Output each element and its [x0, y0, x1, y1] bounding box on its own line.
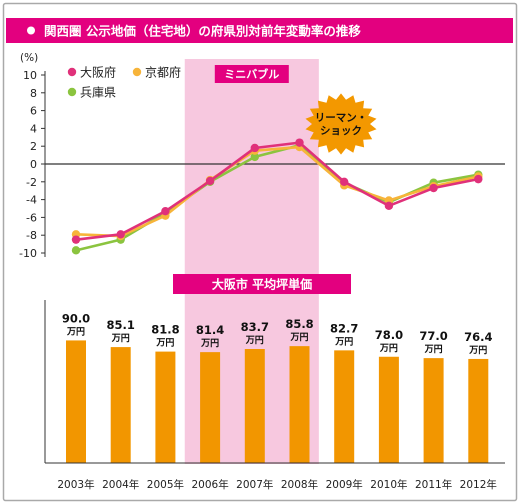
- bar-unit-label: 万円: [468, 345, 487, 356]
- x-tick-label: 2011年: [415, 478, 452, 491]
- bar-chart-title: 大阪市 平均坪単価: [212, 277, 312, 292]
- legend-marker: [132, 67, 142, 77]
- y-tick-label: -2: [26, 176, 37, 189]
- chart-title: 関西圏 公示地価（住宅地）の府県別対前年変動率の推移: [44, 24, 361, 39]
- bar: [110, 347, 131, 463]
- bar-unit-label: 万円: [155, 338, 174, 349]
- bar-value-label: 76.4: [464, 330, 492, 344]
- y-tick-label: 10: [23, 69, 37, 82]
- legend-label: 兵庫県: [80, 86, 116, 100]
- series-point: [71, 246, 81, 255]
- series-point: [340, 177, 349, 186]
- x-tick-label: 2007年: [236, 478, 273, 491]
- x-tick-label: 2003年: [57, 478, 94, 491]
- bar: [200, 352, 221, 463]
- series-point: [429, 183, 438, 193]
- series-point: [71, 235, 81, 244]
- callout-text: ショック: [320, 125, 362, 137]
- bar-value-label: 85.8: [285, 317, 313, 331]
- bar-value-label: 85.1: [107, 318, 135, 332]
- series-point: [161, 206, 170, 216]
- series-point: [250, 143, 259, 153]
- legend-marker: [67, 87, 77, 97]
- y-tick-label: 4: [30, 122, 37, 135]
- legend-label: 京都府: [145, 65, 181, 80]
- title-banner-dot: [27, 26, 35, 35]
- x-tick-label: 2012年: [460, 478, 497, 491]
- title-banner: 関西圏 公示地価（住宅地）の府県別対前年変動率の推移: [6, 18, 513, 43]
- lehman-shock-callout: リーマン・ショック: [305, 93, 377, 155]
- bar-unit-label: 万円: [111, 333, 130, 344]
- series-point: [250, 152, 259, 162]
- series-line: [75, 141, 479, 241]
- bar-unit-label: 万円: [379, 343, 398, 354]
- bar: [66, 340, 86, 463]
- series-point: [116, 230, 125, 239]
- legend-marker: [67, 67, 77, 77]
- bar: [468, 358, 489, 463]
- callout-starburst: [305, 93, 377, 155]
- x-tick-label: 2008年: [281, 478, 318, 491]
- bar-unit-label: 万円: [424, 344, 443, 355]
- title-banner-background: [6, 18, 513, 43]
- bar-unit-label: 万円: [245, 335, 264, 346]
- bar-unit-label: 万円: [66, 326, 85, 337]
- x-axis: 2003年 2004年 2005年 2006年 2007年 2008年 2009年 2010年…: [44, 300, 505, 491]
- bar: [289, 346, 310, 463]
- x-tick-label: 2006年: [191, 478, 228, 491]
- bar-unit-label: 万円: [334, 336, 353, 347]
- bar-value-label: 81.8: [151, 323, 179, 337]
- bar-unit-label: 万円: [200, 338, 219, 349]
- bar-chart: 大阪市 平均坪単価90.0万円85.1万円81.8万円81.4万円83.7万円8…: [62, 274, 492, 463]
- callout-text: リーマン・: [315, 112, 368, 124]
- bar: [334, 350, 355, 463]
- y-tick-label: -10: [19, 247, 37, 260]
- bar-chart-title-box: [173, 274, 351, 294]
- y-tick-label: 8: [30, 87, 37, 100]
- bar-value-label: 90.0: [62, 311, 90, 325]
- bar: [244, 349, 265, 463]
- x-tick-label: 2005年: [147, 478, 184, 491]
- series-point: [295, 138, 304, 147]
- line-chart-series: [71, 138, 483, 255]
- x-tick-label: 2009年: [326, 478, 363, 491]
- y-tick-label: -8: [26, 229, 37, 242]
- highlight-label: ミニバブル: [224, 67, 279, 81]
- y-tick-label: 0: [30, 158, 37, 171]
- y-tick-label: -6: [26, 211, 37, 224]
- bar-value-label: 78.0: [375, 328, 403, 342]
- x-tick-label: 2004年: [102, 478, 139, 491]
- bar-value-label: 82.7: [330, 321, 358, 335]
- series-point: [384, 201, 394, 211]
- y-tick-label: 2: [30, 140, 37, 153]
- highlight-label-box: [214, 65, 289, 83]
- bar-unit-label: 万円: [289, 332, 308, 343]
- y-axis-unit-label: (%): [20, 52, 38, 64]
- bar: [423, 358, 444, 463]
- bar-value-label: 77.0: [419, 329, 447, 343]
- x-tick-label: 2010年: [370, 478, 407, 491]
- series-line: [75, 145, 479, 238]
- series-point: [474, 174, 483, 184]
- bar: [378, 356, 399, 463]
- bar-value-label: 81.4: [196, 323, 224, 337]
- y-tick-label: 6: [30, 105, 37, 118]
- y-tick-label: -4: [26, 194, 37, 207]
- series-point: [205, 176, 215, 186]
- line-chart-axes: (%) 10 8 6 4 2 0 -2 -4 -6 -8 -10: [19, 52, 505, 260]
- legend-label: 大阪府: [80, 65, 116, 80]
- bar-value-label: 83.7: [241, 320, 269, 334]
- bar: [155, 351, 176, 463]
